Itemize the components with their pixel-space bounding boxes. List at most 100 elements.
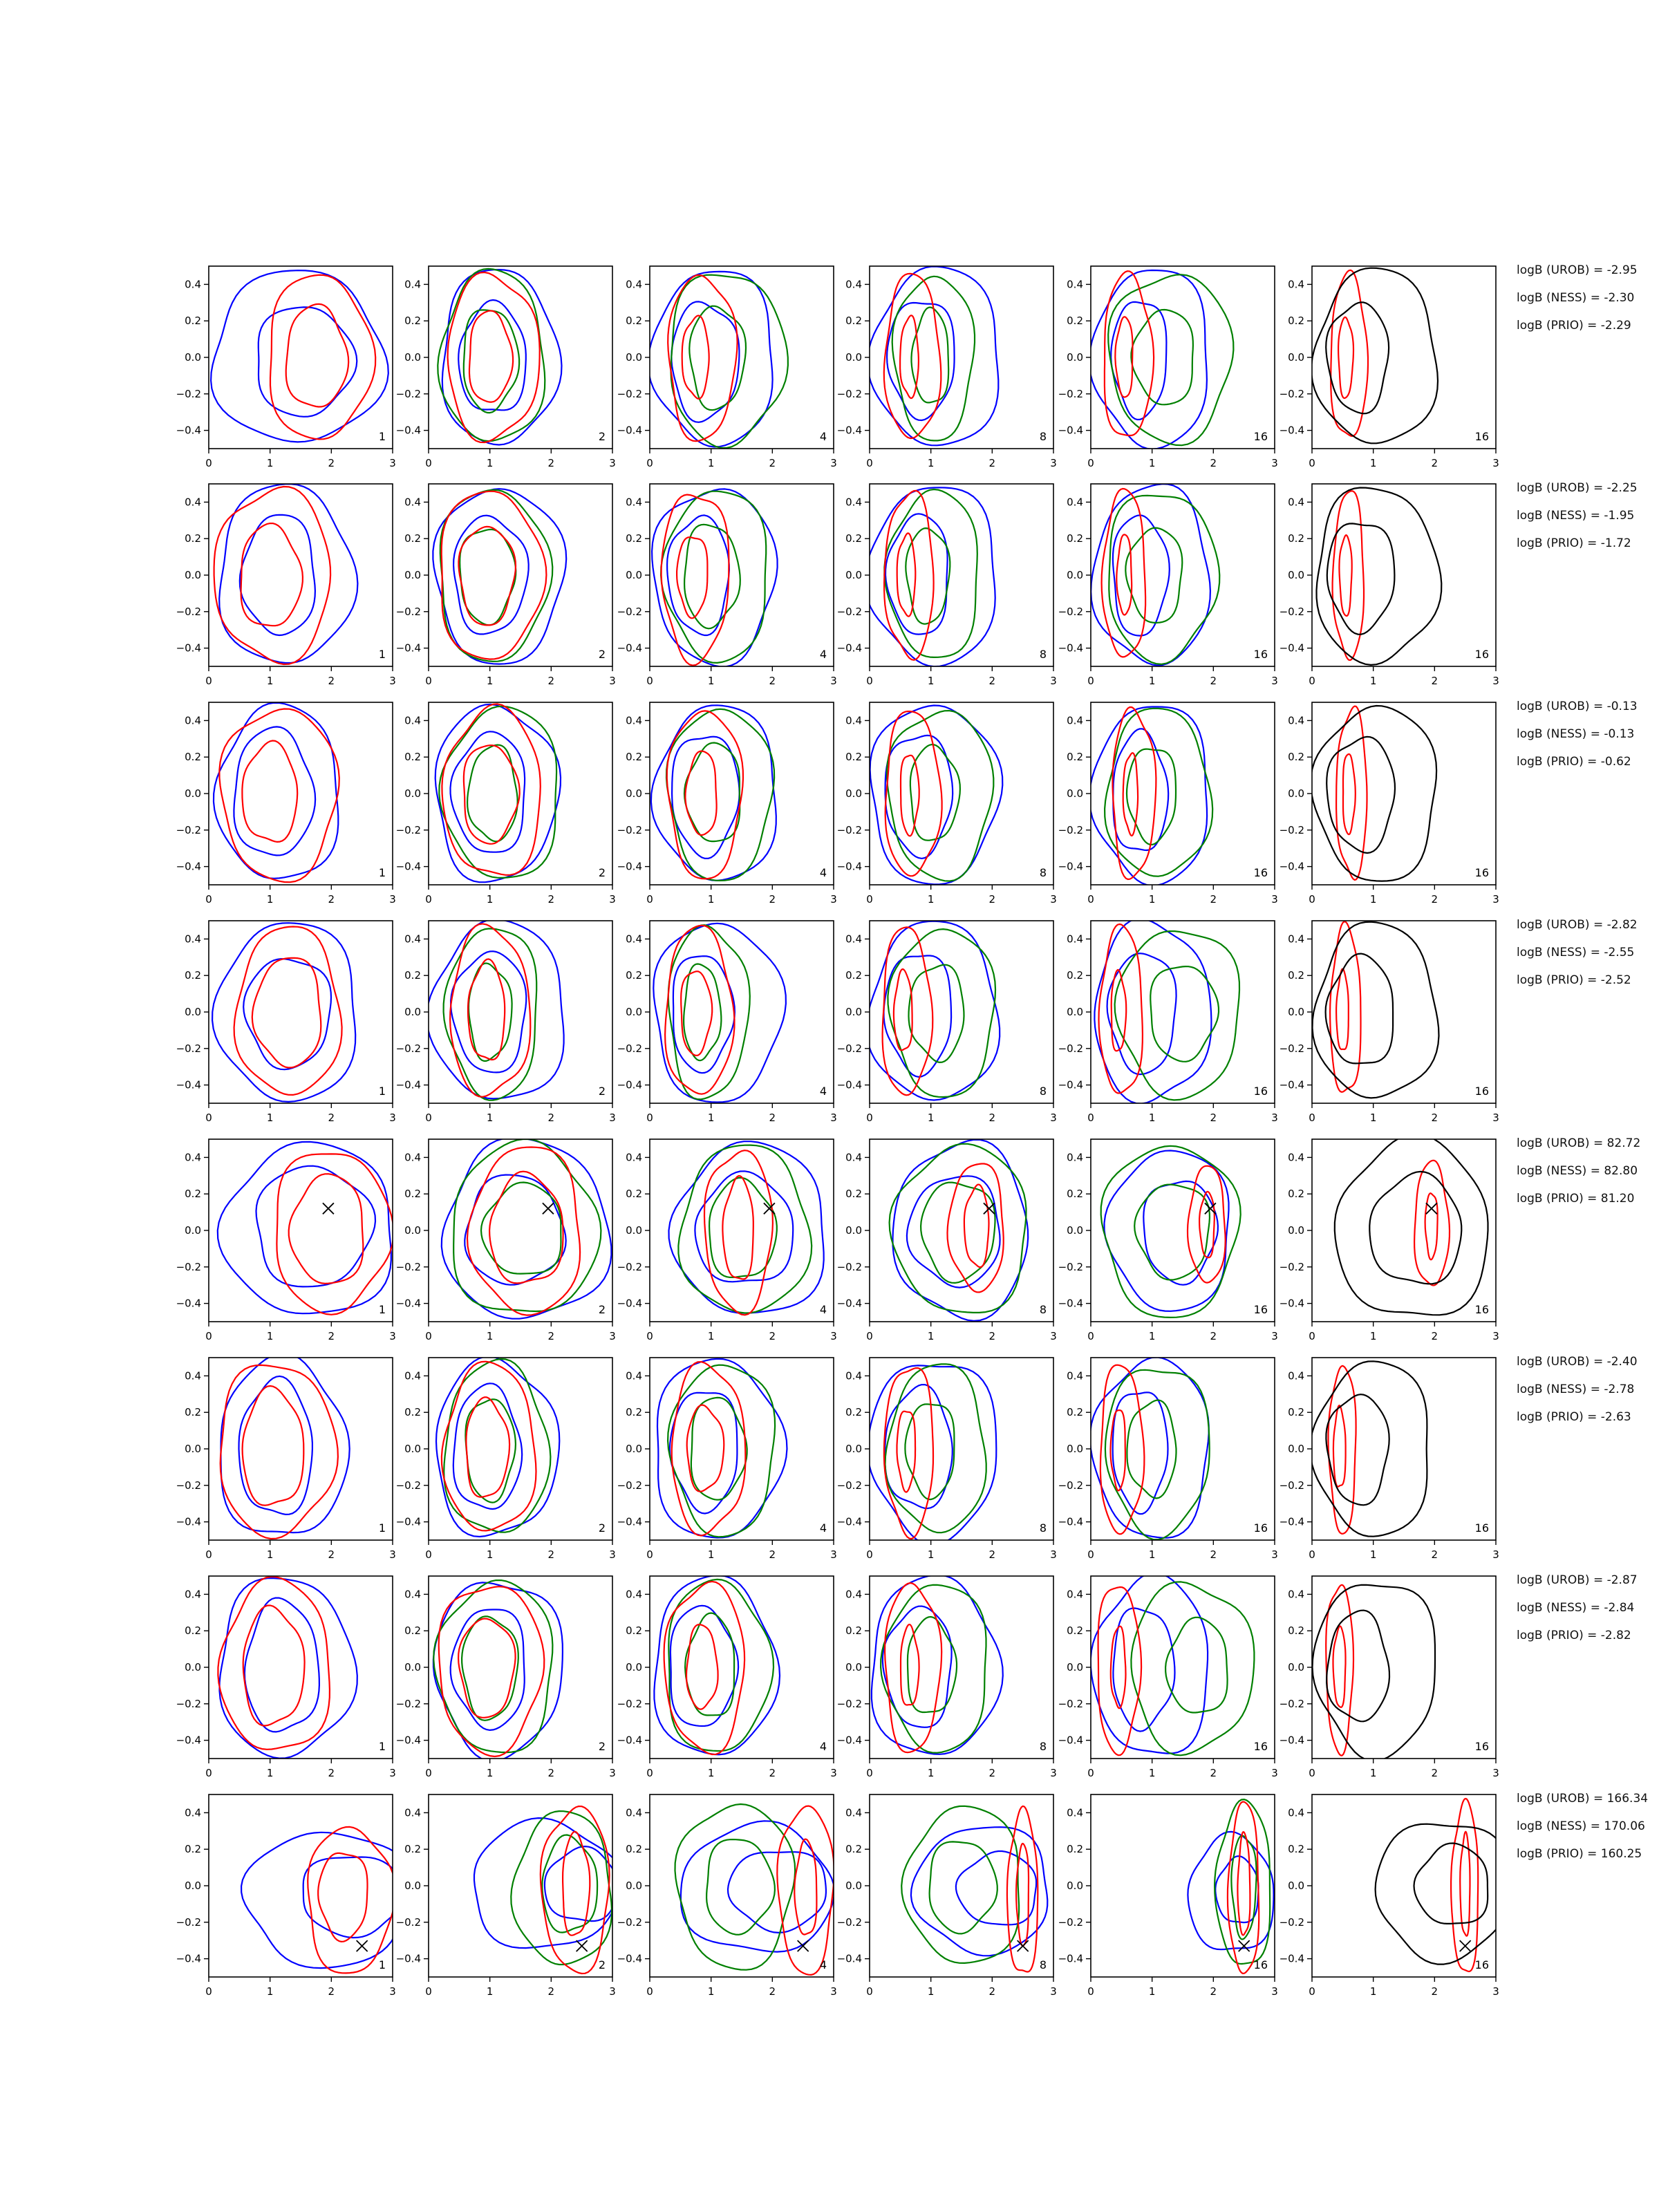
x-tick-label: 3 (389, 893, 396, 906)
y-tick-label: 0.0 (1067, 1880, 1083, 1892)
panel-number-label: 1 (379, 1303, 386, 1316)
x-tick-label: 3 (1271, 457, 1278, 469)
contour-group (432, 488, 568, 665)
y-tick-label: −0.2 (176, 606, 201, 618)
y-tick-label: 0.4 (1067, 278, 1083, 290)
green-contour (1114, 930, 1241, 1101)
y-tick-label: −0.2 (396, 824, 421, 836)
panel-r5-c3: 0 1 2 3 −0.4 −0.2 0.0 0.2 0.4 4 (617, 1138, 837, 1342)
red-contour (1098, 923, 1143, 1094)
y-tick-label: 0.0 (1067, 1443, 1083, 1455)
blue-contour (1112, 1391, 1169, 1515)
x-tick-label: 0 (646, 1330, 653, 1342)
x-tick-label: 1 (708, 1548, 715, 1561)
blue-contour (1106, 953, 1177, 1076)
y-tick-label: 0.4 (1288, 496, 1304, 508)
red-contour (1335, 705, 1368, 881)
black-contour (1324, 953, 1394, 1065)
panel-number-label: 4 (820, 1521, 827, 1535)
red-contour (276, 1153, 393, 1315)
green-contour (928, 1841, 998, 1935)
x-tick-label: 1 (708, 1112, 715, 1124)
y-tick-label: −0.2 (396, 1698, 421, 1710)
panel-r1-c4: 0 1 2 3 −0.4 −0.2 0.0 0.2 0.4 8 (837, 265, 1057, 469)
y-tick-label: 0.0 (404, 1880, 421, 1892)
y-tick-label: −0.4 (1280, 1953, 1304, 1965)
axes-frame (1311, 920, 1497, 1104)
red-contour (438, 1586, 545, 1758)
logb-annotation: logB (NESS) = 170.06 (1517, 1819, 1645, 1833)
red-contour (667, 274, 738, 442)
contour-group (870, 921, 1001, 1101)
red-contour (892, 968, 913, 1051)
y-tick-label: 0.0 (1288, 1661, 1304, 1674)
contour-group (674, 1803, 834, 1976)
x-tick-label: 0 (1087, 1330, 1094, 1342)
y-tick-label: −0.4 (617, 1297, 642, 1310)
red-contour (458, 1618, 516, 1718)
true-value-marker (542, 1202, 554, 1215)
blue-contour (870, 266, 1000, 447)
y-tick-label: −0.4 (1058, 1297, 1083, 1310)
red-contour (447, 271, 541, 444)
contour-group (870, 1576, 1004, 1755)
x-tick-label: 3 (609, 1112, 616, 1124)
panel-number-label: 2 (599, 866, 606, 879)
blue-contour (458, 299, 527, 411)
blue-contour (255, 1165, 377, 1288)
panel-number-label: 1 (379, 1958, 386, 1971)
x-tick-label: 2 (548, 893, 555, 906)
red-contour (884, 711, 943, 877)
x-tick-label: 3 (1271, 1767, 1278, 1779)
blue-contour (440, 1139, 612, 1320)
x-tick-label: 3 (830, 1330, 837, 1342)
blue-contour (449, 731, 526, 853)
axes-frame (649, 1138, 834, 1322)
red-contour (1186, 1165, 1226, 1284)
y-tick-label: 0.4 (845, 1588, 862, 1600)
black-contour (1326, 523, 1396, 635)
x-tick-label: 0 (866, 675, 873, 687)
green-contour (670, 274, 789, 449)
x-tick-label: 2 (548, 675, 555, 687)
logb-annotation: logB (UROB) = -2.82 (1517, 918, 1638, 932)
x-tick-label: 1 (487, 675, 494, 687)
y-tick-label: 0.4 (404, 1588, 421, 1600)
red-contour (883, 272, 942, 440)
red-contour (1332, 1625, 1347, 1708)
contour-group (1312, 921, 1440, 1099)
blue-contour (870, 921, 1001, 1101)
axes-frame (869, 1138, 1054, 1322)
y-tick-label: 0.4 (185, 278, 201, 290)
panel-r6-c1: 0 1 2 3 −0.4 −0.2 0.0 0.2 0.4 1 (176, 1357, 396, 1561)
y-tick-label: 0.2 (1067, 751, 1083, 763)
red-contour (1100, 487, 1147, 658)
y-tick-label: 0.4 (404, 278, 421, 290)
red-contour (1331, 490, 1365, 662)
axes-frame (1311, 265, 1497, 449)
x-tick-label: 1 (708, 1985, 715, 1998)
red-contour (1335, 968, 1349, 1051)
red-contour (1342, 753, 1356, 836)
logb-annotation: logB (UROB) = 82.72 (1517, 1136, 1641, 1150)
x-tick-label: 3 (1050, 1767, 1057, 1779)
panel-number-label: 16 (1475, 866, 1489, 879)
y-tick-label: 0.0 (845, 1224, 862, 1237)
blue-contour (1091, 269, 1208, 449)
y-tick-label: −0.2 (837, 1698, 862, 1710)
black-contour (1312, 704, 1438, 882)
panel-number-label: 16 (1475, 1521, 1489, 1535)
green-contour (1126, 1399, 1177, 1499)
y-tick-label: 0.4 (626, 278, 642, 290)
y-tick-label: −0.4 (617, 1953, 642, 1965)
y-tick-label: −0.2 (837, 1261, 862, 1273)
y-tick-label: −0.2 (1280, 1698, 1304, 1710)
x-tick-label: 3 (389, 1330, 396, 1342)
axes-frame (208, 702, 393, 885)
y-tick-label: 0.4 (185, 1151, 201, 1163)
panel-number-label: 16 (1475, 1303, 1489, 1316)
y-tick-label: 0.2 (1288, 969, 1304, 982)
green-contour (1125, 527, 1183, 624)
green-contour (462, 309, 521, 414)
black-contour (1312, 921, 1440, 1099)
